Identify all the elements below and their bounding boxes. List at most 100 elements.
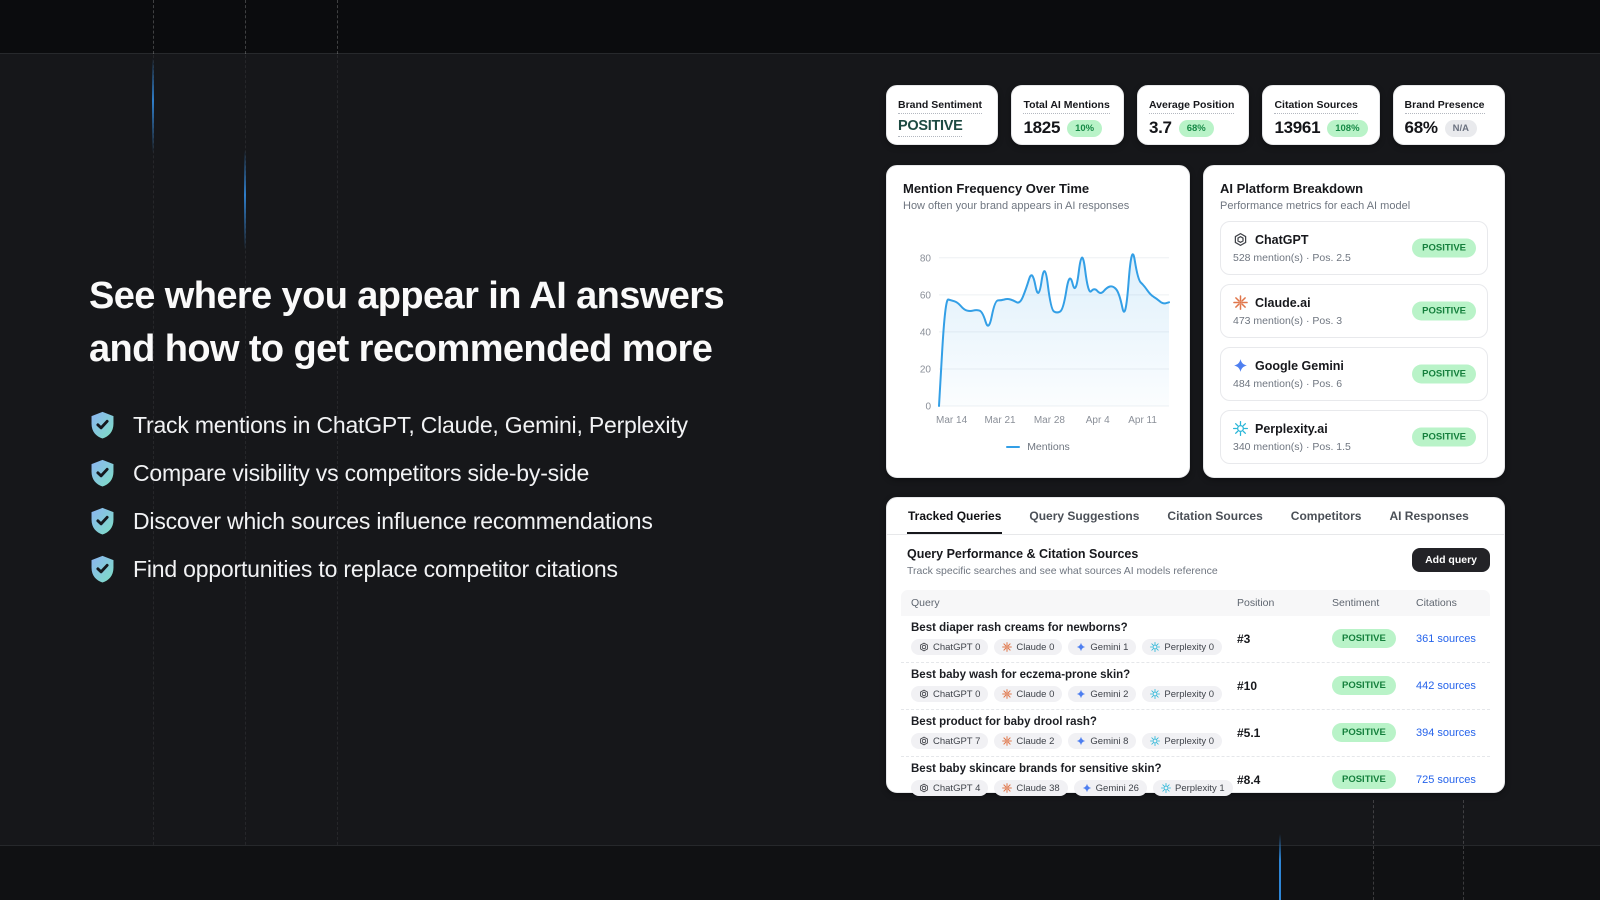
- queries-table-body: Best diaper rash creams for newborns? Ch…: [901, 616, 1490, 803]
- query-cell: Best product for baby drool rash? ChatGP…: [911, 716, 1237, 749]
- svg-text:40: 40: [920, 327, 932, 338]
- platform-chip: Claude 2: [994, 733, 1063, 749]
- stat-label: Citation Sources: [1274, 99, 1358, 114]
- platform-chip-list: ChatGPT 0 Claude 0 Gemini 1 Perplexity 0: [911, 639, 1237, 655]
- citations-link[interactable]: 361 sources: [1416, 632, 1476, 645]
- citations-link[interactable]: 394 sources: [1416, 726, 1476, 739]
- stat-change-badge: 68%: [1178, 119, 1214, 137]
- stat-value: POSITIVE: [898, 118, 963, 137]
- shield-check-icon: [91, 411, 114, 439]
- stats-row: Brand Sentiment POSITIVE Total AI Mentio…: [886, 85, 1506, 145]
- platform-list: ChatGPT 528 mention(s) · Pos. 2.5 POSITI…: [1220, 221, 1488, 464]
- openai-icon: [1234, 233, 1247, 246]
- platform-row: ChatGPT 528 mention(s) · Pos. 2.5 POSITI…: [1220, 221, 1488, 275]
- ai-platform-breakdown-panel: AI Platform Breakdown Performance metric…: [1203, 165, 1505, 478]
- platform-chip: Perplexity 0: [1142, 686, 1223, 702]
- queries-table: Query Position Sentiment Citations Best dia…: [901, 590, 1490, 803]
- svg-text:20: 20: [920, 364, 932, 375]
- platform-row: Perplexity.ai 340 mention(s) · Pos. 1.5 …: [1220, 410, 1488, 464]
- tab-tracked-queries[interactable]: Tracked Queries: [907, 498, 1003, 534]
- hero-section: See where you appear in AI answers and ho…: [89, 270, 725, 584]
- query-cell: Best baby wash for eczema-prone skin? Ch…: [911, 669, 1237, 702]
- feature-bullet-text: Discover which sources influence recomme…: [133, 507, 653, 534]
- stat-label: Total AI Mentions: [1023, 99, 1110, 114]
- sentiment-badge: POSITIVE: [1412, 238, 1476, 258]
- stat-change-badge: 10%: [1067, 119, 1103, 137]
- sentiment-badge: POSITIVE: [1332, 770, 1396, 789]
- table-row[interactable]: Best baby wash for eczema-prone skin? Ch…: [901, 662, 1490, 709]
- gemini-icon: [1077, 689, 1086, 699]
- feature-bullet: Find opportunities to replace competitor…: [89, 554, 724, 584]
- shield-check-icon: [91, 555, 114, 583]
- platform-chip: Perplexity 0: [1142, 639, 1223, 655]
- tab-competitors[interactable]: Competitors: [1290, 509, 1362, 523]
- table-row[interactable]: Best product for baby drool rash? ChatGP…: [901, 709, 1490, 756]
- stat-card: Brand Presence 68% N/A: [1392, 85, 1506, 145]
- platform-chip-list: ChatGPT 7 Claude 2 Gemini 8 Perplexity 0: [911, 733, 1237, 749]
- stat-change-badge: 108%: [1327, 119, 1368, 137]
- platform-chip: ChatGPT 0: [911, 686, 989, 702]
- claude-icon: [1233, 295, 1248, 310]
- sentiment-badge: POSITIVE: [1412, 427, 1476, 447]
- svg-text:Mar 21: Mar 21: [984, 415, 1016, 426]
- platform-chip: ChatGPT 7: [911, 733, 989, 749]
- tracked-queries-panel: Tracked Queries Query Suggestions Citation…: [886, 497, 1505, 796]
- chart-legend: Mentions: [903, 441, 1173, 453]
- gemini-icon: [1234, 359, 1247, 372]
- legend-line-swatch: [1006, 445, 1021, 449]
- svg-text:0: 0: [925, 402, 931, 413]
- svg-text:Mar 28: Mar 28: [1034, 415, 1066, 426]
- tab-ai-responses[interactable]: AI Responses: [1389, 509, 1469, 523]
- svg-text:Apr 11: Apr 11: [1128, 415, 1157, 426]
- decor-dashed-line: [245, 0, 246, 54]
- decor-dashed-line: [337, 0, 338, 54]
- gemini-icon: [1077, 642, 1086, 652]
- chart-title: Mention Frequency Over Time: [903, 181, 1090, 196]
- claude-icon: [1002, 736, 1013, 746]
- feature-bullet: Track mentions in ChatGPT, Claude, Gemin…: [89, 410, 724, 440]
- platform-chip: Gemini 2: [1068, 686, 1137, 702]
- table-row[interactable]: Best baby skincare brands for sensitive …: [901, 756, 1490, 803]
- openai-icon: [920, 783, 928, 793]
- feature-bullet-text: Track mentions in ChatGPT, Claude, Gemin…: [133, 411, 688, 438]
- sentiment-badge: POSITIVE: [1332, 723, 1396, 742]
- stat-label: Brand Sentiment: [898, 99, 983, 114]
- platform-chip: Gemini 8: [1068, 733, 1137, 749]
- platform-chip: Claude 38: [994, 780, 1068, 796]
- stat-label: Brand Presence: [1404, 99, 1485, 114]
- platform-name: Claude.ai: [1255, 295, 1311, 310]
- table-row[interactable]: Best diaper rash creams for newborns? Ch…: [901, 616, 1490, 662]
- table-header-cell: Sentiment: [1332, 597, 1380, 609]
- query-cell: Best baby skincare brands for sensitive …: [911, 763, 1237, 796]
- decor-dashed-line: [245, 0, 246, 900]
- add-query-button[interactable]: Add query: [1412, 548, 1490, 572]
- page-title: See where you appear in AI answers and ho…: [89, 275, 725, 370]
- stat-card: Citation Sources 13961 108%: [1262, 85, 1380, 145]
- platform-name: Perplexity.ai: [1255, 421, 1328, 436]
- tab-citation-sources[interactable]: Citation Sources: [1167, 509, 1263, 523]
- openai-icon: [920, 642, 928, 652]
- platform-chip-list: ChatGPT 4 Claude 38 Gemini 26 Perplexity 1: [911, 780, 1237, 796]
- citations-link[interactable]: 725 sources: [1416, 773, 1476, 786]
- citations-link[interactable]: 442 sources: [1416, 679, 1476, 692]
- queries-section-head: Query Performance & Citation Sources Tra…: [887, 535, 1504, 583]
- top-decor-bar: [0, 0, 1600, 54]
- decor-dashed-line: [153, 0, 154, 54]
- stat-card: Brand Sentiment POSITIVE: [886, 85, 999, 145]
- tab-query-suggestions[interactable]: Query Suggestions: [1029, 509, 1140, 523]
- query-text: Best diaper rash creams for newborns?: [911, 622, 1128, 634]
- mention-frequency-panel: Mention Frequency Over Time How often yo…: [886, 165, 1190, 478]
- query-cell: Best diaper rash creams for newborns? Ch…: [911, 622, 1237, 655]
- platform-chip: ChatGPT 0: [911, 639, 989, 655]
- feature-bullet-text: Find opportunities to replace competitor…: [133, 555, 618, 582]
- platform-meta: 484 mention(s) · Pos. 6: [1233, 378, 1343, 390]
- query-text: Best baby skincare brands for sensitive …: [911, 763, 1162, 775]
- feature-bullet: Discover which sources influence recomme…: [89, 506, 724, 536]
- query-text: Best baby wash for eczema-prone skin?: [911, 669, 1131, 681]
- decor-dashed-line: [337, 0, 338, 900]
- claude-icon: [1002, 689, 1013, 699]
- stat-card: Average Position 3.7 68%: [1136, 85, 1250, 145]
- platform-meta: 340 mention(s) · Pos. 1.5: [1233, 441, 1351, 453]
- platform-panel-title: AI Platform Breakdown: [1220, 181, 1364, 196]
- openai-icon: [920, 689, 928, 699]
